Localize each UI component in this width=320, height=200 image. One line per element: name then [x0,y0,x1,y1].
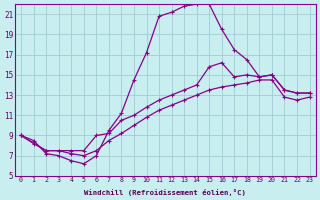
X-axis label: Windchill (Refroidissement éolien,°C): Windchill (Refroidissement éolien,°C) [84,189,246,196]
